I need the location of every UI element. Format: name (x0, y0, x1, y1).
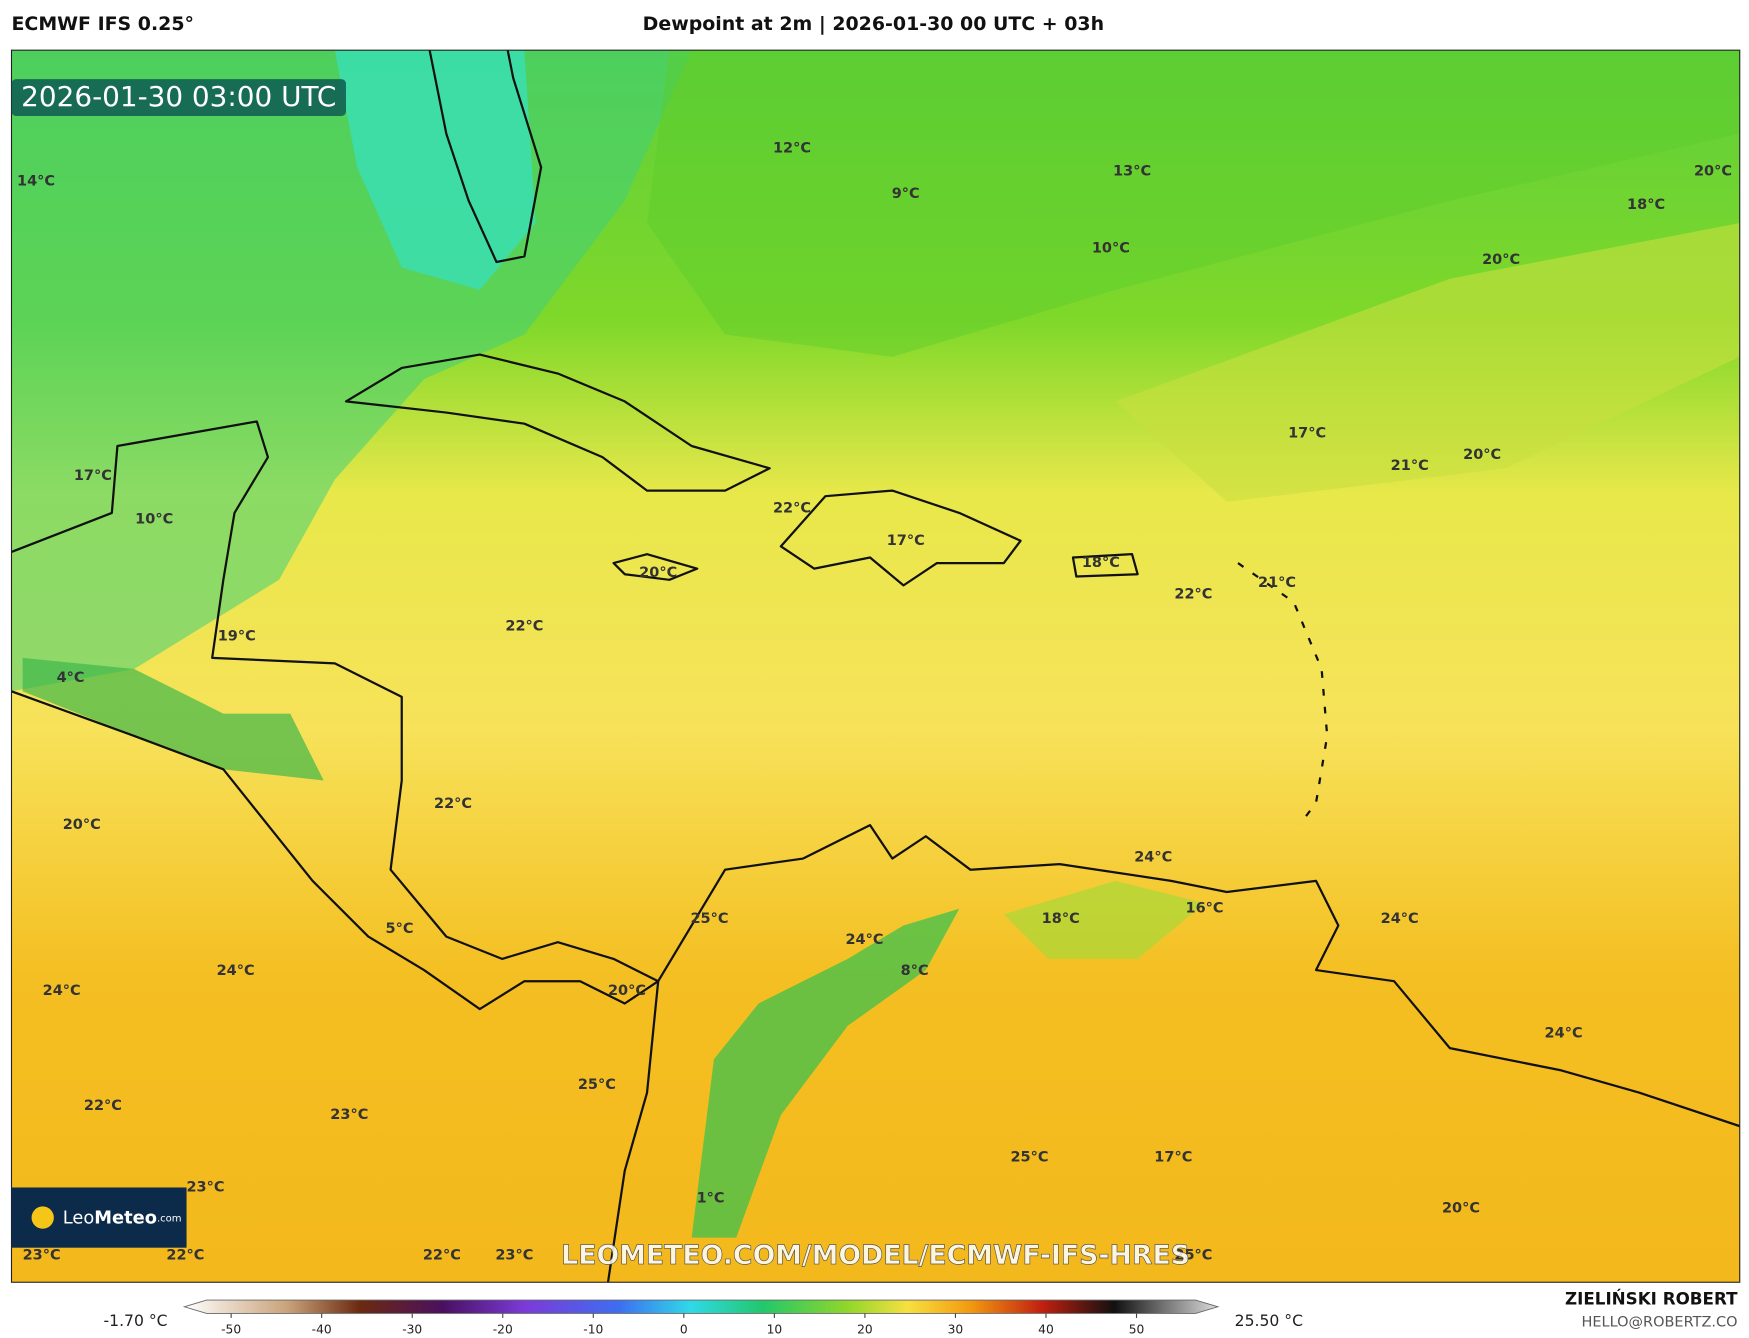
temperature-label: 22°C (84, 1098, 122, 1114)
temperature-label: 10°C (135, 512, 173, 528)
temperature-label: 23°C (186, 1179, 224, 1195)
temperature-label: 20°C (1463, 447, 1501, 463)
lesser-antilles (1237, 562, 1329, 826)
timestamp-box (11, 79, 346, 116)
temperature-label: 23°C (23, 1247, 61, 1263)
temperature-label: 22°C (773, 500, 811, 516)
temperature-label: 18°C (1627, 197, 1665, 213)
coastline (344, 353, 771, 492)
venezuela-region (1003, 880, 1205, 959)
coastline (428, 50, 543, 264)
map-frame (10, 49, 1741, 1283)
temperature-label: 17°C (1288, 426, 1326, 442)
temperature-label: 14°C (17, 174, 55, 190)
colorbar-tick-label: 30 (948, 1323, 964, 1337)
temperature-label: 24°C (1134, 849, 1172, 865)
temperature-label: 9°C (892, 186, 920, 202)
author: ZIELIŃSKI ROBERT (1565, 1289, 1738, 1309)
temperature-label: 12°C (773, 140, 811, 156)
temperature-label: 25°C (1010, 1149, 1048, 1165)
colorbar-tick-label: 50 (1129, 1323, 1145, 1337)
model-name: ECMWF IFS 0.25° (11, 13, 194, 35)
temperature-label: 22°C (166, 1247, 204, 1263)
temperature-label: 20°C (1694, 164, 1732, 180)
map-title: Dewpoint at 2m | 2026-01-30 00 UTC + 03h (643, 13, 1104, 35)
temperature-label: 17°C (1154, 1149, 1192, 1165)
guatemala-region (22, 657, 324, 781)
temperature-label: 18°C (1082, 555, 1120, 571)
coastline (1071, 553, 1139, 578)
temperature-label: 8°C (901, 963, 929, 979)
logo-suffix: .com (157, 1214, 182, 1225)
logo-light: Leo (63, 1208, 95, 1229)
temperature-label: 25°C (690, 911, 728, 927)
temperature-label: 17°C (887, 533, 925, 549)
colorbar-tick-label: -10 (583, 1323, 603, 1337)
temperature-label: 20°C (639, 565, 677, 581)
logo-sun (31, 1206, 54, 1229)
temperature-label: 13°C (1113, 164, 1151, 180)
coastline (779, 489, 1022, 587)
temperature-label: 22°C (423, 1247, 461, 1263)
temperature-label: 22°C (505, 619, 543, 635)
colorbar (182, 1299, 1220, 1314)
temperature-label: 21°C (1391, 458, 1429, 474)
logo-text: LeoMeteo.com (63, 1208, 182, 1229)
colorbar-ticks: -50 -40 -30 -20 -10 0 10 20 30 40 50 (221, 1313, 1145, 1337)
temperature-label: 16°C (1186, 901, 1224, 917)
teal-region (334, 50, 536, 290)
temperature-label: 19°C (218, 629, 256, 645)
map: 14°C 12°C 13°C 9°C 10°C 20°C 18°C 20°C 17°C 10°C 1… (11, 50, 1740, 1283)
colorbar-max: 25.50 °C (1235, 1312, 1303, 1330)
colorbar-tick-label: 40 (1038, 1323, 1054, 1337)
temperature-label: 21°C (1258, 575, 1296, 591)
temperature-label: 25°C (578, 1077, 616, 1093)
temperature-label: 23°C (330, 1107, 368, 1123)
temperature-label: 18°C (1042, 911, 1080, 927)
email: HELLO@ROBERTZ.CO (1581, 1314, 1737, 1330)
temperature-label: 10°C (1092, 241, 1130, 257)
coastline (606, 981, 660, 1283)
timestamp: 2026-01-30 03:00 UTC (21, 80, 336, 113)
colorbar-min: -1.70 °C (104, 1312, 168, 1330)
green-region (647, 50, 1740, 357)
colorbar-tick-label: -40 (312, 1323, 332, 1337)
temperature-label: 24°C (1545, 1026, 1583, 1042)
andes-region (691, 908, 960, 1238)
coastline (11, 420, 660, 1011)
colorbar-tick-label: 10 (767, 1323, 783, 1337)
temperature-label: 5°C (386, 921, 414, 937)
temperature-label: 20°C (1442, 1201, 1480, 1217)
temperature-label: 1°C (697, 1191, 725, 1207)
temperature-label: 24°C (217, 963, 255, 979)
map-labels: 14°C 12°C 13°C 9°C 10°C 20°C 18°C 20°C 17°C 10°C 1… (17, 140, 1732, 1263)
temperature-label: 23°C (495, 1247, 533, 1263)
temperature-label: 22°C (434, 796, 472, 812)
lime-region (1115, 223, 1740, 502)
temperature-label: 25°C (1174, 1247, 1212, 1263)
colorbar-tick-label: 20 (857, 1323, 873, 1337)
temperature-label: 24°C (845, 932, 883, 948)
temperature-label: 20°C (1482, 252, 1520, 268)
colorbar-tick-label: -30 (402, 1323, 422, 1337)
logo-bold: Meteo (94, 1208, 157, 1229)
temperature-label: 24°C (43, 983, 81, 999)
temperature-label: 4°C (57, 670, 85, 686)
temperature-label: 20°C (608, 983, 646, 999)
coastline (612, 553, 699, 581)
colorbar-tick-label: -50 (221, 1323, 241, 1337)
colorbar-tick-label: -20 (493, 1323, 513, 1337)
colorbar-tick-label: 0 (680, 1323, 688, 1337)
coastline (657, 823, 1740, 1128)
watermark: LEOMETEO.COM/MODEL/ECMWF-IFS-HRES (561, 1240, 1190, 1271)
temperature-label: 22°C (1174, 586, 1212, 602)
temperature-label: 20°C (63, 817, 101, 833)
temperature-label: 24°C (1381, 911, 1419, 927)
temperature-label: 17°C (74, 468, 112, 484)
